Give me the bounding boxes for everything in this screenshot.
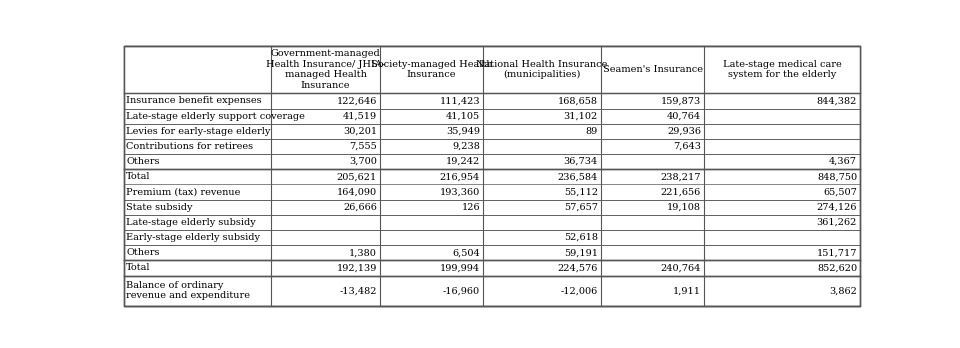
Text: Late-stage elderly subsidy: Late-stage elderly subsidy (126, 218, 256, 227)
Text: 126: 126 (462, 203, 480, 212)
Text: 30,201: 30,201 (343, 127, 377, 136)
Text: Others: Others (126, 248, 159, 257)
Text: 205,621: 205,621 (337, 172, 377, 181)
Text: 1,911: 1,911 (673, 286, 701, 295)
Text: Others: Others (126, 157, 159, 166)
Text: 3,862: 3,862 (829, 286, 857, 295)
Text: 26,666: 26,666 (343, 203, 377, 212)
Bar (124, 46, 860, 306)
Text: Premium (tax) revenue: Premium (tax) revenue (126, 188, 241, 197)
Text: 848,750: 848,750 (817, 172, 857, 181)
Text: 236,584: 236,584 (558, 172, 598, 181)
Text: 199,994: 199,994 (440, 263, 480, 272)
Text: 111,423: 111,423 (440, 96, 480, 105)
Text: 89: 89 (586, 127, 598, 136)
Text: Levies for early-stage elderly: Levies for early-stage elderly (126, 127, 271, 136)
Text: 844,382: 844,382 (817, 96, 857, 105)
Text: Seamen's Insurance: Seamen's Insurance (603, 65, 703, 74)
Text: National Health Insurance
(municipalities): National Health Insurance (municipalitie… (476, 60, 608, 79)
Text: 19,108: 19,108 (667, 203, 701, 212)
Text: Late-stage medical care
system for the elderly: Late-stage medical care system for the e… (723, 60, 842, 79)
Text: 122,646: 122,646 (337, 96, 377, 105)
Text: 159,873: 159,873 (660, 96, 701, 105)
Text: 361,262: 361,262 (817, 218, 857, 227)
Text: 168,658: 168,658 (558, 96, 598, 105)
Bar (124, 46, 860, 306)
Text: 852,620: 852,620 (817, 263, 857, 272)
Text: 4,367: 4,367 (829, 157, 857, 166)
Text: Total: Total (126, 172, 151, 181)
Text: 7,643: 7,643 (673, 142, 701, 151)
Text: 193,360: 193,360 (440, 188, 480, 197)
Text: 36,734: 36,734 (564, 157, 598, 166)
Text: 55,112: 55,112 (564, 188, 598, 197)
Text: 65,507: 65,507 (823, 188, 857, 197)
Text: 240,764: 240,764 (660, 263, 701, 272)
Text: Late-stage elderly support coverage: Late-stage elderly support coverage (126, 112, 305, 121)
Text: Government-managed
Health Insurance/ JHIA-
managed Health
Insurance: Government-managed Health Insurance/ JHI… (266, 49, 385, 89)
Text: 216,954: 216,954 (440, 172, 480, 181)
Text: 52,618: 52,618 (564, 233, 598, 242)
Text: -12,006: -12,006 (561, 286, 598, 295)
Text: 59,191: 59,191 (564, 248, 598, 257)
Text: 41,105: 41,105 (446, 112, 480, 121)
Text: 164,090: 164,090 (337, 188, 377, 197)
Text: 9,238: 9,238 (452, 142, 480, 151)
Text: 57,657: 57,657 (564, 203, 598, 212)
Text: Society-managed Health
Insurance: Society-managed Health Insurance (371, 60, 492, 79)
Text: 192,139: 192,139 (337, 263, 377, 272)
Text: 29,936: 29,936 (667, 127, 701, 136)
Text: 41,519: 41,519 (343, 112, 377, 121)
Text: Contributions for retirees: Contributions for retirees (126, 142, 253, 151)
Text: 7,555: 7,555 (349, 142, 377, 151)
Text: 238,217: 238,217 (660, 172, 701, 181)
Text: 221,656: 221,656 (660, 188, 701, 197)
Text: -16,960: -16,960 (443, 286, 480, 295)
Text: Total: Total (126, 263, 151, 272)
Text: Balance of ordinary
revenue and expenditure: Balance of ordinary revenue and expendit… (126, 281, 251, 300)
Text: 31,102: 31,102 (564, 112, 598, 121)
Text: 19,242: 19,242 (445, 157, 480, 166)
Text: Insurance benefit expenses: Insurance benefit expenses (126, 96, 262, 105)
Text: 35,949: 35,949 (446, 127, 480, 136)
Text: 40,764: 40,764 (667, 112, 701, 121)
Text: 3,700: 3,700 (349, 157, 377, 166)
Text: 1,380: 1,380 (349, 248, 377, 257)
Text: Early-stage elderly subsidy: Early-stage elderly subsidy (126, 233, 260, 242)
Bar (124, 46, 860, 93)
Text: State subsidy: State subsidy (126, 203, 193, 212)
Text: 6,504: 6,504 (452, 248, 480, 257)
Text: -13,482: -13,482 (340, 286, 377, 295)
Text: 224,576: 224,576 (558, 263, 598, 272)
Text: 274,126: 274,126 (817, 203, 857, 212)
Text: 151,717: 151,717 (817, 248, 857, 257)
